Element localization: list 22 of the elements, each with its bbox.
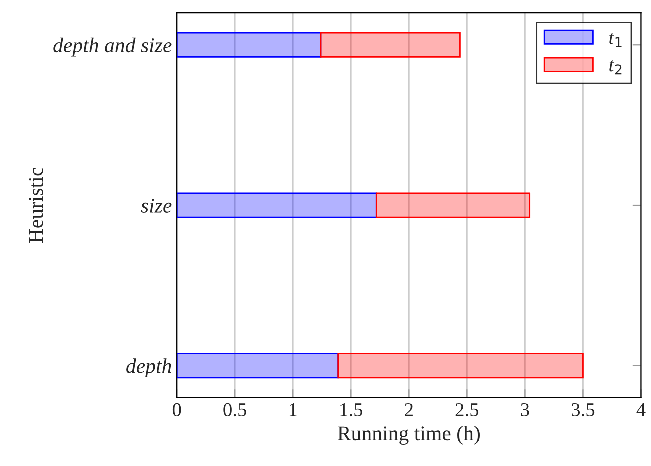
bar xyxy=(338,353,584,379)
y-axis-title: Heuristic xyxy=(29,168,44,244)
x-tick-label: 4 xyxy=(636,404,646,416)
x-tick-label: 1 xyxy=(290,403,297,416)
x-tick-label: 0.5 xyxy=(224,403,246,417)
bar xyxy=(177,32,322,58)
y-tick-label: size xyxy=(141,198,172,213)
legend-label: t$_{2}$ xyxy=(610,60,622,75)
x-axis-title: Running time (h) xyxy=(338,426,480,445)
bar xyxy=(177,192,378,218)
legend-label: t$_{1}$ xyxy=(610,33,622,48)
x-tick-label: 2 xyxy=(405,403,413,416)
bar xyxy=(177,353,340,379)
x-tick-label: 1.5 xyxy=(340,403,363,417)
x-tick-label: 3.5 xyxy=(572,403,595,417)
y-tick-label: depth and size xyxy=(54,38,172,57)
x-tick-label: 3 xyxy=(521,403,530,417)
bar xyxy=(320,32,461,58)
bar xyxy=(376,192,531,218)
x-tick-label: 0 xyxy=(172,403,182,417)
y-tick-label: depth xyxy=(126,358,172,378)
x-tick-label: 2.5 xyxy=(456,403,479,417)
